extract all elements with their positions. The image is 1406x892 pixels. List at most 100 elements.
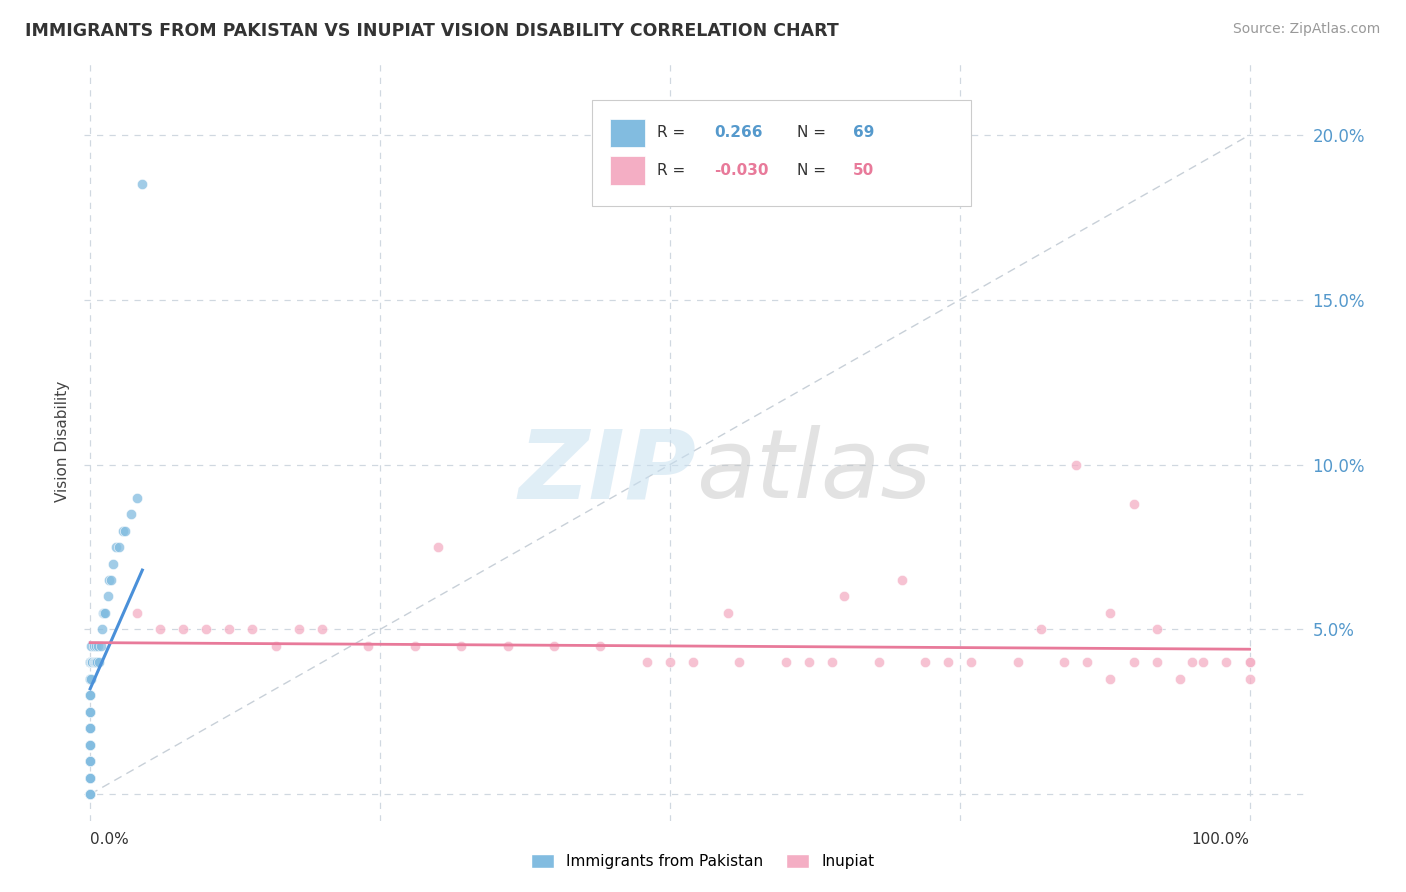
Point [79, 656, 101, 670]
Point [82, 656, 104, 670]
Text: ZIP: ZIP [517, 425, 696, 518]
Point [1146, 623, 1168, 637]
Point [1146, 656, 1168, 670]
FancyBboxPatch shape [610, 119, 644, 147]
Point [890, 573, 912, 587]
Point [79, 787, 101, 801]
Text: 69: 69 [852, 126, 875, 140]
Point [79, 672, 101, 686]
Point [79, 656, 101, 670]
Text: R =: R = [657, 163, 685, 178]
Point [89, 656, 111, 670]
Point [1192, 656, 1215, 670]
Point [82, 656, 104, 670]
Point [79, 656, 101, 670]
Point [821, 656, 844, 670]
Point [79, 771, 101, 785]
Point [79, 705, 101, 719]
Point [79, 656, 101, 670]
FancyBboxPatch shape [592, 101, 972, 207]
FancyBboxPatch shape [610, 156, 644, 186]
Point [125, 606, 148, 620]
Point [79, 722, 101, 736]
Point [114, 524, 136, 538]
Point [172, 623, 194, 637]
Point [79, 771, 101, 785]
Point [79, 738, 101, 752]
Point [195, 623, 218, 637]
Point [79, 689, 101, 703]
Text: N =: N = [797, 163, 827, 178]
Point [1064, 458, 1087, 472]
Point [91, 606, 114, 620]
Point [79, 722, 101, 736]
Point [79, 787, 101, 801]
Point [79, 771, 101, 785]
Point [832, 590, 855, 604]
Point [1007, 656, 1029, 670]
Point [1181, 656, 1204, 670]
Point [79, 672, 101, 686]
Point [79, 738, 101, 752]
Point [86, 656, 108, 670]
Point [131, 178, 153, 192]
Point [83, 639, 105, 653]
Point [79, 787, 101, 801]
Point [543, 639, 565, 653]
Point [79, 705, 101, 719]
Point [80, 672, 103, 686]
Point [717, 606, 740, 620]
Point [120, 507, 142, 521]
Point [79, 656, 101, 670]
Point [79, 689, 101, 703]
Point [79, 705, 101, 719]
Point [80, 656, 103, 670]
Text: 0.0%: 0.0% [90, 832, 129, 847]
Point [79, 754, 101, 768]
Y-axis label: Vision Disability: Vision Disability [55, 381, 70, 502]
Point [728, 656, 751, 670]
Point [1239, 656, 1261, 670]
Point [125, 491, 148, 505]
Point [1076, 656, 1098, 670]
Text: Source: ZipAtlas.com: Source: ZipAtlas.com [1233, 22, 1381, 37]
Point [960, 656, 983, 670]
Point [775, 656, 797, 670]
Point [79, 722, 101, 736]
Point [450, 639, 472, 653]
Point [94, 606, 117, 620]
Point [79, 656, 101, 670]
Point [636, 656, 658, 670]
Text: R =: R = [657, 126, 685, 140]
Text: IMMIGRANTS FROM PAKISTAN VS INUPIAT VISION DISABILITY CORRELATION CHART: IMMIGRANTS FROM PAKISTAN VS INUPIAT VISI… [25, 22, 839, 40]
Point [936, 656, 959, 670]
Point [1122, 656, 1144, 670]
Point [97, 573, 120, 587]
Point [83, 656, 105, 670]
Point [79, 672, 101, 686]
Point [1239, 656, 1261, 670]
Text: 0.266: 0.266 [714, 126, 763, 140]
Point [96, 590, 118, 604]
Point [1099, 606, 1122, 620]
Point [682, 656, 704, 670]
Point [1168, 672, 1191, 686]
Point [496, 639, 519, 653]
Point [111, 524, 134, 538]
Point [79, 656, 101, 670]
Point [79, 689, 101, 703]
Point [1099, 672, 1122, 686]
Point [103, 557, 125, 571]
Point [79, 656, 101, 670]
Point [404, 639, 426, 653]
Legend: Immigrants from Pakistan, Inupiat: Immigrants from Pakistan, Inupiat [526, 848, 880, 875]
Point [100, 573, 122, 587]
Point [79, 656, 101, 670]
Point [1053, 656, 1076, 670]
Point [311, 623, 333, 637]
Point [83, 656, 105, 670]
Point [104, 540, 127, 554]
Point [79, 754, 101, 768]
Point [149, 623, 172, 637]
Point [79, 656, 101, 670]
